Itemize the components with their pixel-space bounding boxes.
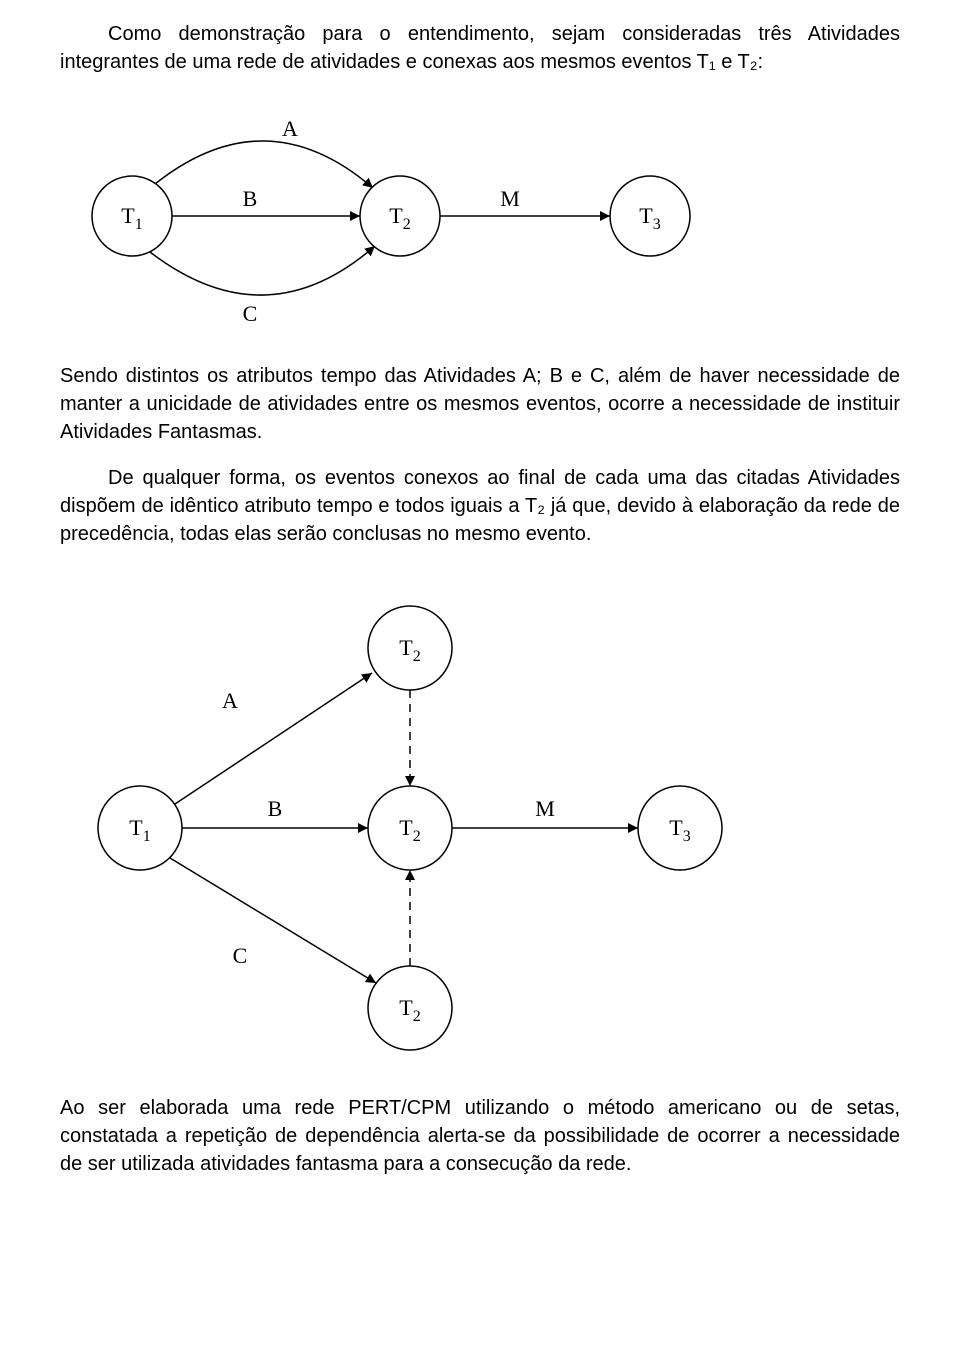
diagram-1: T1 T2 T3 A B M C: [60, 96, 900, 336]
paragraph-1: Como demonstração para o entendimento, s…: [60, 20, 900, 76]
node-T2a: T2: [368, 606, 452, 690]
node-T3: T3: [610, 176, 690, 256]
edge-label-M: M: [500, 186, 520, 211]
paragraph-3: De qualquer forma, os eventos conexos ao…: [60, 464, 900, 548]
edge-label-A: A: [282, 116, 298, 141]
paragraph-2: Sendo distintos os atributos tempo das A…: [60, 362, 900, 446]
edge-A: [155, 141, 373, 188]
node-T2b: T2: [368, 786, 452, 870]
paragraph-4: Ao ser elaborada uma rede PERT/CPM utili…: [60, 1094, 900, 1178]
edge-label-B: B: [243, 186, 258, 211]
diagram-2: T1 T2 T2 T2 T3 A B C M: [60, 568, 900, 1068]
edge-A: [172, 673, 372, 806]
edge-C: [150, 246, 375, 295]
node-T1: T1: [98, 786, 182, 870]
edge-label-B: B: [268, 796, 283, 821]
node-T3: T3: [638, 786, 722, 870]
node-T2: T2: [360, 176, 440, 256]
edge-label-C: C: [243, 301, 258, 326]
node-T1: T1: [92, 176, 172, 256]
edge-label-C: C: [233, 943, 248, 968]
edge-label-M: M: [535, 796, 555, 821]
node-T2c: T2: [368, 966, 452, 1050]
edge-label-A: A: [222, 688, 238, 713]
edge-C: [170, 858, 376, 983]
